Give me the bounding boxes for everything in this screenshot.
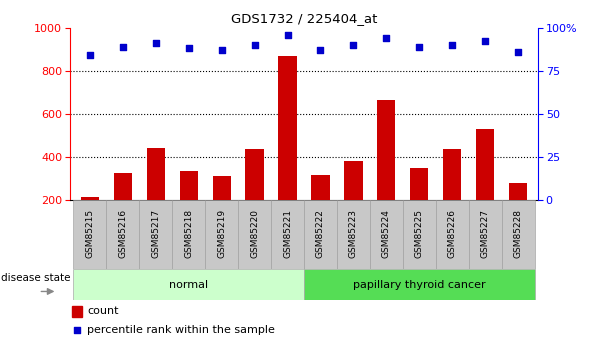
FancyBboxPatch shape [238, 200, 271, 269]
Bar [410, 168, 429, 200]
Bar [311, 175, 330, 200]
Point [316, 47, 325, 53]
Point [85, 52, 95, 58]
FancyBboxPatch shape [403, 200, 436, 269]
FancyBboxPatch shape [469, 200, 502, 269]
Text: GSM85215: GSM85215 [85, 209, 94, 258]
FancyBboxPatch shape [337, 200, 370, 269]
Point [216, 47, 226, 53]
Point [480, 39, 490, 44]
Bar [81, 197, 98, 200]
Text: GSM85224: GSM85224 [382, 209, 391, 258]
Point [382, 35, 392, 41]
Title: GDS1732 / 225404_at: GDS1732 / 225404_at [231, 12, 377, 25]
Text: GSM85220: GSM85220 [250, 209, 259, 258]
Point [348, 42, 358, 48]
Text: papillary thyroid cancer: papillary thyroid cancer [353, 280, 486, 289]
Point [513, 49, 523, 55]
Text: GSM85216: GSM85216 [118, 209, 127, 258]
Text: GSM85217: GSM85217 [151, 209, 160, 258]
FancyBboxPatch shape [73, 200, 106, 269]
Text: percentile rank within the sample: percentile rank within the sample [88, 325, 275, 335]
Text: GSM85227: GSM85227 [481, 209, 490, 258]
Bar [443, 149, 461, 200]
Bar [72, 306, 82, 317]
Text: disease state: disease state [1, 273, 71, 283]
Bar [344, 161, 362, 200]
Bar [278, 56, 297, 200]
Text: count: count [88, 306, 119, 316]
Point [415, 44, 424, 49]
FancyBboxPatch shape [304, 200, 337, 269]
Bar [378, 100, 395, 200]
FancyBboxPatch shape [139, 200, 172, 269]
Text: GSM85221: GSM85221 [283, 209, 292, 258]
Point [250, 42, 260, 48]
Bar [510, 183, 527, 200]
Bar [476, 129, 494, 200]
Bar [179, 171, 198, 200]
Point [184, 46, 193, 51]
FancyBboxPatch shape [172, 200, 205, 269]
Point [447, 42, 457, 48]
Bar [114, 173, 132, 200]
Text: normal: normal [169, 280, 208, 289]
Point [72, 328, 82, 333]
Text: GSM85218: GSM85218 [184, 209, 193, 258]
FancyBboxPatch shape [106, 200, 139, 269]
FancyBboxPatch shape [271, 200, 304, 269]
Bar [147, 148, 165, 200]
FancyBboxPatch shape [304, 269, 535, 300]
FancyBboxPatch shape [73, 269, 304, 300]
Text: GSM85223: GSM85223 [349, 209, 358, 258]
Text: GSM85225: GSM85225 [415, 209, 424, 258]
Text: GSM85219: GSM85219 [217, 209, 226, 258]
FancyBboxPatch shape [370, 200, 403, 269]
Bar [213, 176, 230, 200]
Point [151, 40, 161, 46]
Text: GSM85222: GSM85222 [316, 209, 325, 258]
FancyBboxPatch shape [205, 200, 238, 269]
FancyBboxPatch shape [502, 200, 535, 269]
Point [283, 32, 292, 37]
FancyBboxPatch shape [436, 200, 469, 269]
Point [118, 44, 128, 49]
Text: GSM85228: GSM85228 [514, 209, 523, 258]
Text: GSM85226: GSM85226 [448, 209, 457, 258]
Bar [246, 149, 264, 200]
